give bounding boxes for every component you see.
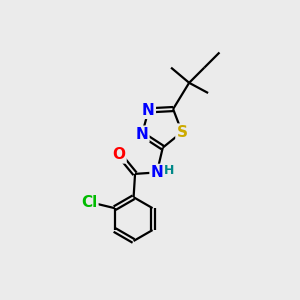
Text: H: H (164, 164, 174, 178)
Text: S: S (176, 124, 188, 140)
Text: N: N (136, 127, 148, 142)
Text: Cl: Cl (81, 195, 98, 210)
Text: O: O (112, 147, 125, 162)
Text: N: N (142, 103, 155, 118)
Text: N: N (151, 165, 163, 180)
